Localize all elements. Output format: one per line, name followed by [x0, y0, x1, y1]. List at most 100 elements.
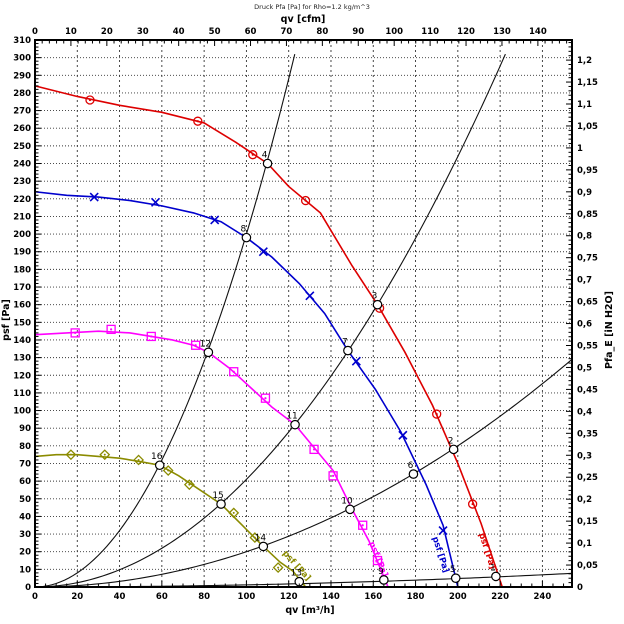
- tick-label-right: 0,3: [577, 451, 592, 461]
- tick-label-bottom: 200: [449, 592, 467, 602]
- marker-dot-icon: [304, 199, 307, 202]
- op-point-7: [343, 345, 353, 356]
- op-point-14: [258, 541, 269, 552]
- tick-label-left: 280: [13, 89, 31, 99]
- marker-dot-icon: [232, 370, 235, 373]
- marker-dot-icon: [103, 453, 106, 456]
- marker-diamond-icon: [228, 507, 240, 519]
- tick-label-left: 140: [13, 336, 31, 346]
- tick-label-right: 0,55: [577, 342, 598, 352]
- tick-label-left: 170: [13, 283, 31, 293]
- tick-label-left: 310: [13, 36, 31, 46]
- op-point-label-10: 10: [341, 496, 353, 506]
- marker-dot-icon: [312, 448, 316, 451]
- tick-label-left: 150: [13, 318, 31, 328]
- op-point-10: [345, 504, 355, 515]
- tick-label-right: 0,35: [577, 429, 598, 439]
- tick-label-top: 80: [316, 27, 328, 37]
- tick-label-bottom: 100: [238, 592, 256, 602]
- marker-x-icon: [438, 525, 448, 536]
- tick-label-left: 60: [19, 477, 31, 487]
- tick-label-left: 100: [13, 407, 31, 417]
- tick-label-bottom: 180: [407, 592, 425, 602]
- tick-label-top: 60: [245, 27, 257, 37]
- marker-dot-icon: [264, 397, 267, 400]
- tick-label-right: 1,15: [577, 78, 598, 88]
- marker-diamond-icon: [162, 465, 174, 476]
- marker-circle-icon: [85, 95, 95, 105]
- marker-dot-icon: [137, 458, 140, 461]
- tick-label-right: 0,2: [577, 495, 592, 505]
- tick-label-right: 0,15: [577, 517, 598, 527]
- op-point-11: [290, 419, 300, 430]
- tick-label-right: 1,05: [577, 122, 598, 132]
- tick-label-left: 10: [19, 565, 31, 575]
- tick-label-top: 30: [137, 27, 149, 37]
- marker-square-icon: [260, 393, 271, 403]
- op-point-label-11: 11: [286, 412, 297, 422]
- marker-dot-icon: [361, 524, 364, 527]
- op-point-16: [154, 460, 165, 471]
- tick-label-left: 70: [19, 459, 31, 469]
- tick-label-left: 230: [13, 177, 31, 187]
- op-point-1: [491, 571, 501, 582]
- marker-dot-icon: [471, 502, 474, 506]
- tick-label-top: 110: [421, 27, 439, 37]
- op-point-label-4: 4: [262, 151, 268, 161]
- tick-label-right: 0: [577, 583, 583, 593]
- marker-square-icon: [372, 555, 383, 566]
- tick-label-left: 20: [19, 548, 31, 558]
- marker-dot-icon: [110, 328, 113, 331]
- marker-dot-icon: [196, 120, 199, 123]
- marker-dot-icon: [194, 344, 197, 347]
- tick-label-left: 80: [19, 442, 31, 452]
- tick-label-right: 0,75: [577, 254, 598, 264]
- op-point-label-1: 1: [490, 563, 496, 573]
- tick-label-top: 70: [281, 27, 293, 37]
- tick-label-left: 300: [13, 54, 31, 64]
- top-axis-title: qv [cfm]: [281, 14, 326, 25]
- tick-label-left: 40: [19, 512, 31, 522]
- op-point-8: [241, 232, 252, 243]
- tick-label-bottom: 160: [364, 592, 382, 602]
- marker-square-icon: [229, 367, 239, 377]
- tick-label-right: 0,1: [577, 539, 592, 549]
- op-point-label-7: 7: [342, 338, 348, 348]
- marker-dot-icon: [69, 453, 72, 456]
- tick-label-left: 200: [13, 230, 31, 240]
- op-point-label-12: 12: [200, 339, 211, 349]
- tick-label-top: 40: [173, 27, 185, 37]
- marker-dot-icon: [376, 559, 379, 562]
- op-point-4: [262, 158, 273, 169]
- marker-square-icon: [106, 324, 116, 335]
- op-point-label-13: 13: [291, 569, 302, 579]
- op-point-label-2: 2: [448, 436, 454, 446]
- op-point-label-16: 16: [151, 452, 163, 462]
- tick-label-right: 0,85: [577, 210, 598, 220]
- tick-label-right: 0,4: [577, 407, 592, 417]
- op-point-label-14: 14: [255, 533, 267, 543]
- op-point-9: [379, 575, 389, 585]
- tick-label-left: 250: [13, 142, 31, 152]
- tick-label-right: 0,25: [577, 473, 598, 483]
- marker-square-icon: [358, 520, 368, 530]
- tick-label-left: 290: [13, 71, 31, 81]
- tick-label-bottom: 80: [198, 592, 210, 602]
- tick-label-left: 220: [13, 195, 31, 205]
- marker-square-icon: [309, 444, 319, 455]
- tick-label-top: 0: [32, 27, 38, 37]
- marker-x-icon: [258, 247, 268, 257]
- tick-label-top: 100: [385, 27, 403, 37]
- marker-dot-icon: [74, 331, 77, 335]
- op-point-label-6: 6: [408, 461, 414, 471]
- fan-curve-speed-2-blue: [34, 190, 459, 588]
- left-axis-title: psf [Pa]: [1, 299, 12, 341]
- op-point-5: [450, 573, 461, 583]
- op-point-label-8: 8: [241, 225, 247, 235]
- marker-circle-icon: [248, 150, 258, 160]
- tick-label-left: 30: [19, 530, 31, 540]
